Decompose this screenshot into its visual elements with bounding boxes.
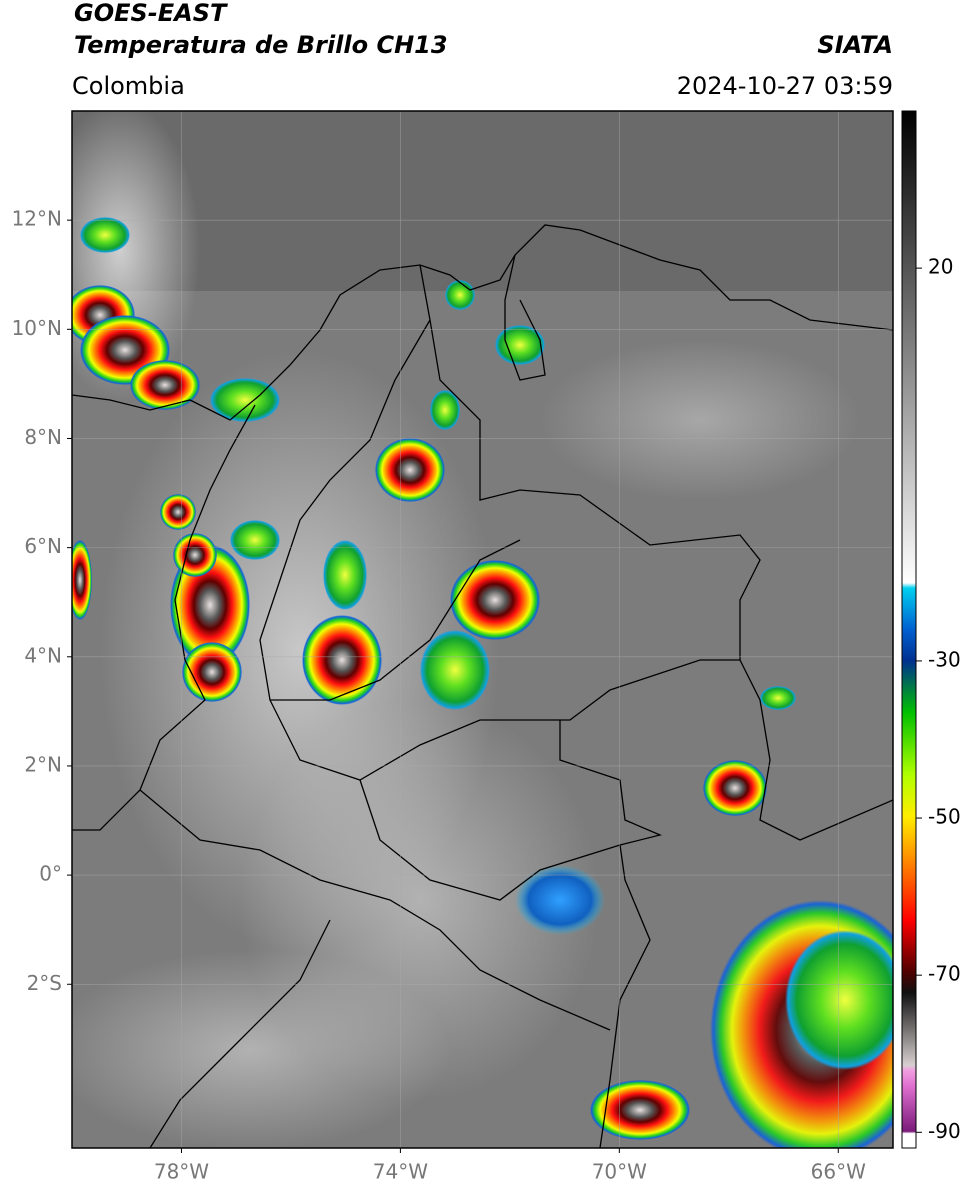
timestamp: 2024-10-27 03:59 (677, 72, 893, 100)
title: GOES-EAST (74, 0, 228, 27)
lat-tick-label: 2°N (24, 752, 62, 776)
lon-tick-label: 66°W (811, 1160, 866, 1184)
lat-tick-label: 12°N (12, 207, 62, 231)
lon-tick-label: 78°W (154, 1160, 209, 1184)
lon-tick-label: 70°W (592, 1160, 647, 1184)
colorbar-tick-label: -30 (928, 647, 961, 671)
map-frame (71, 110, 894, 1149)
colorbar-tick-label: -90 (928, 1119, 961, 1143)
lat-tick-label: 10°N (12, 316, 62, 340)
colorbar (901, 110, 917, 1149)
lat-tick-label: 0° (39, 862, 62, 886)
colorbar-tick-label: -50 (928, 805, 961, 829)
region: Colombia (72, 72, 185, 100)
subtitle: Temperatura de Brillo CH13 (74, 31, 448, 59)
lat-tick-label: 8°N (24, 425, 62, 449)
colorbar-tick-label: 20 (928, 255, 953, 279)
lat-tick-label: 2°S (27, 971, 62, 995)
lat-tick-label: 6°N (24, 534, 62, 558)
source: SIATA (817, 31, 893, 59)
lon-tick-label: 74°W (373, 1160, 428, 1184)
map-image (72, 111, 893, 1148)
colorbar-tick-label: -70 (928, 962, 961, 986)
lat-tick-label: 4°N (24, 643, 62, 667)
